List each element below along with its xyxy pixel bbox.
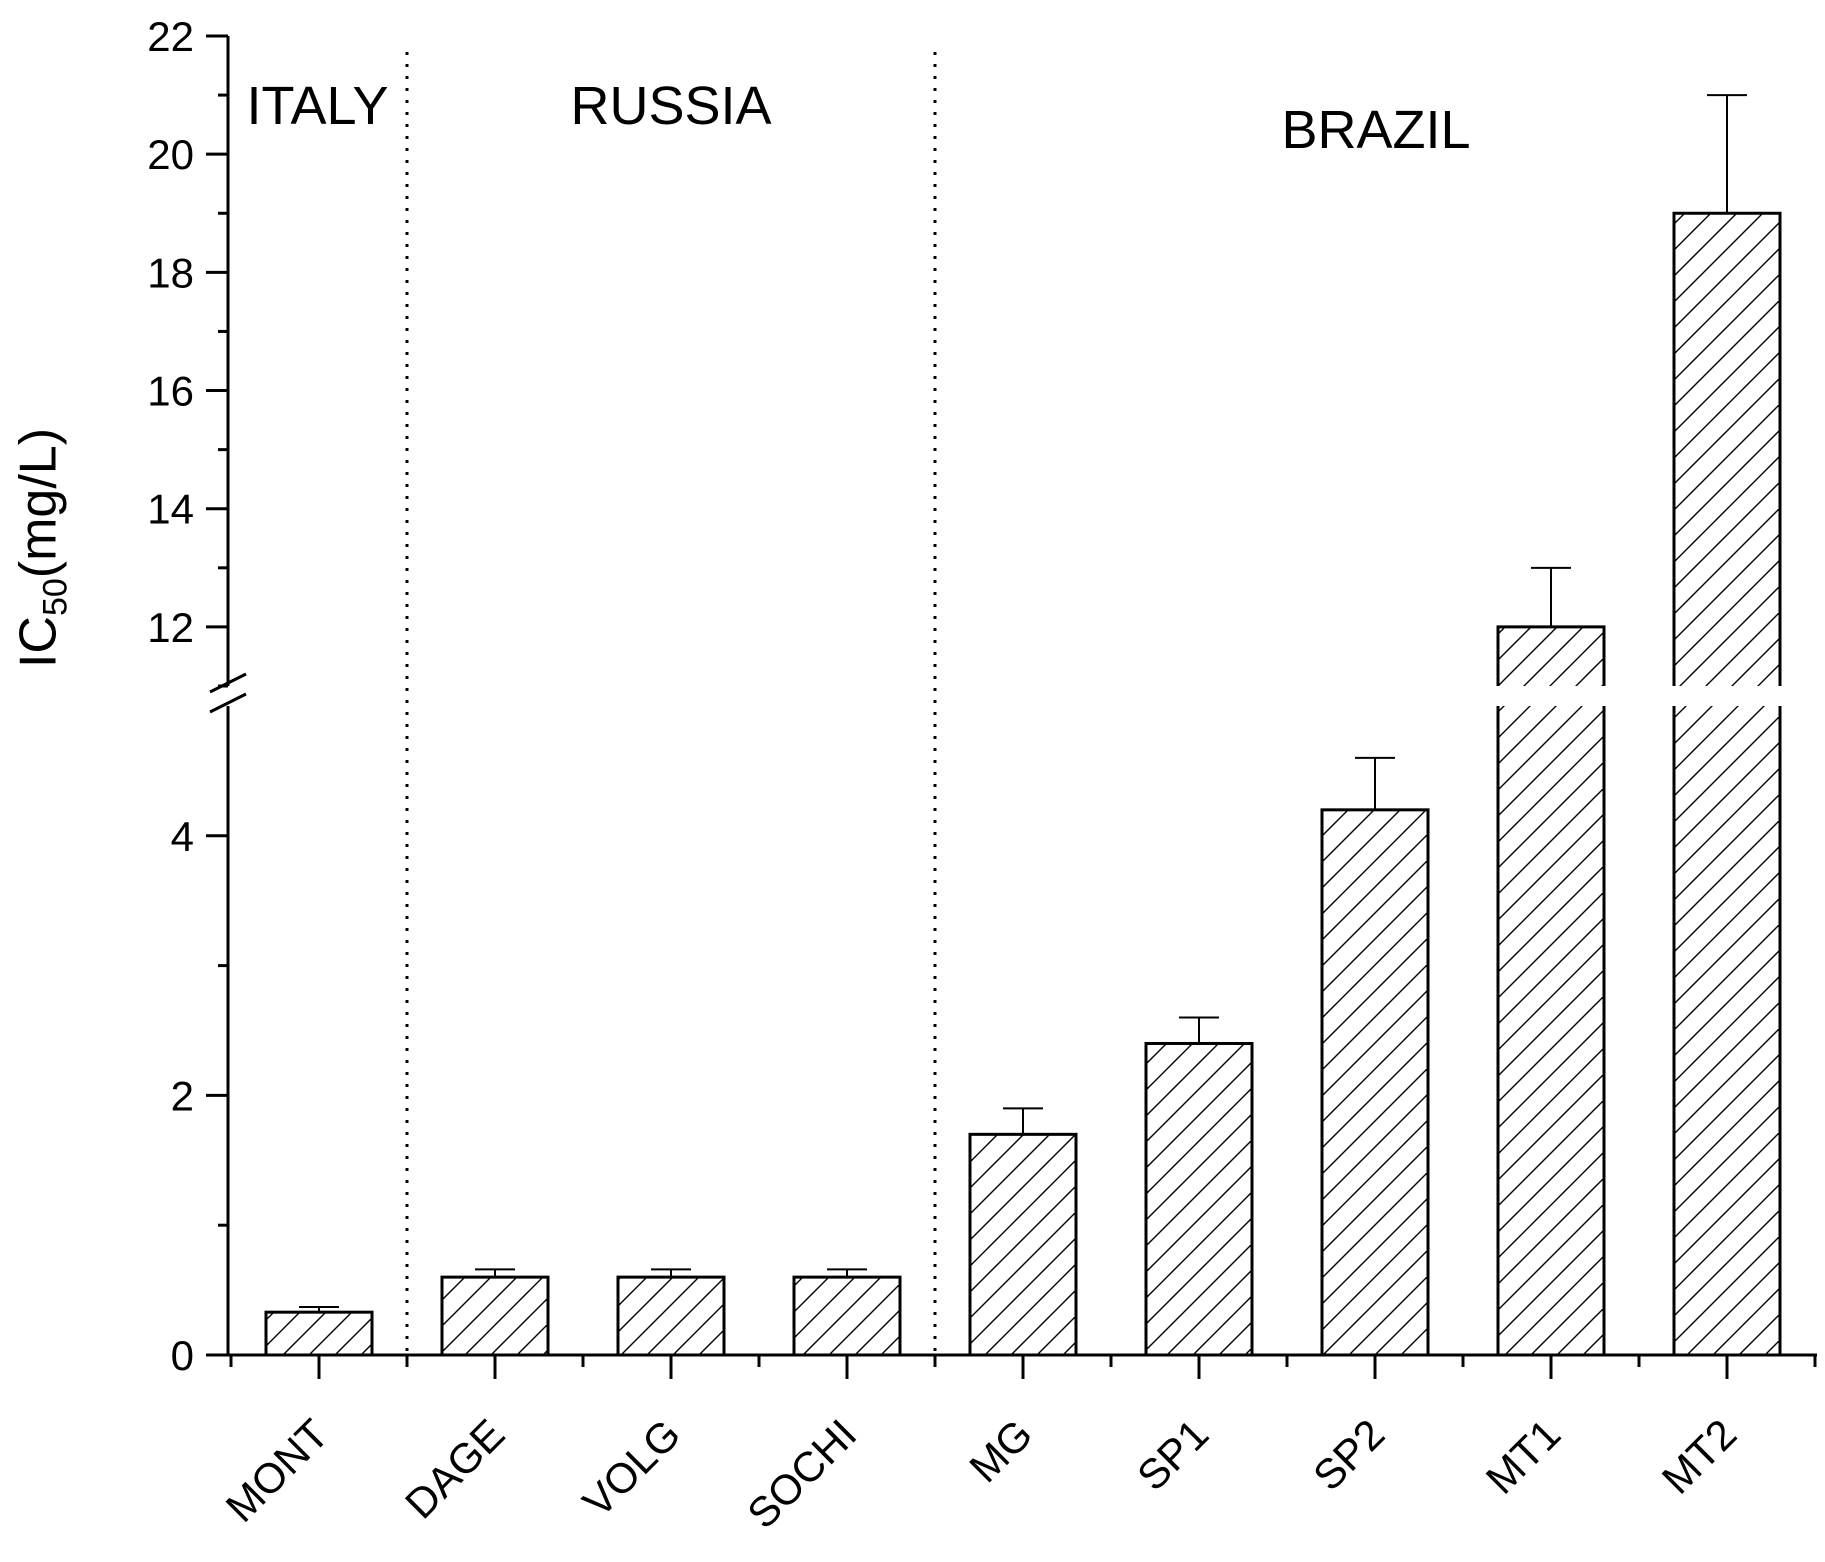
y-tick-label: 4 xyxy=(171,813,194,860)
y-axis-label: IC50(mg/L) xyxy=(8,428,75,668)
bar-sochi xyxy=(794,1277,900,1355)
y-tick-label: 22 xyxy=(147,13,194,60)
y-tick-label: 16 xyxy=(147,368,194,415)
error-bar-mont xyxy=(299,1305,339,1313)
y-tick-label: 12 xyxy=(147,604,194,651)
axis-break-mark xyxy=(209,672,247,714)
y-tick-label: 2 xyxy=(171,1072,194,1119)
group-dividers xyxy=(405,52,937,1355)
error-bar-mg xyxy=(1003,1107,1043,1135)
x-tick-label-volg: VOLG xyxy=(574,1410,690,1526)
bar-dage xyxy=(442,1277,548,1355)
x-tick-label-mg: MG xyxy=(960,1410,1041,1491)
bar-mt2-lower xyxy=(1674,706,1780,1355)
error-bar-mt1 xyxy=(1531,566,1571,627)
bars xyxy=(264,211,1782,1357)
error-bars xyxy=(299,94,1747,1313)
bar-mont xyxy=(266,1312,372,1355)
x-tick-label-dage: DAGE xyxy=(396,1410,513,1527)
axes xyxy=(206,34,1817,1379)
x-tick-label-mont: MONT xyxy=(217,1410,338,1531)
bar-mg xyxy=(970,1134,1076,1355)
y-axis-label-unit: (mg/L) xyxy=(9,427,68,579)
x-tick-label-sp1: SP1 xyxy=(1128,1410,1217,1499)
x-tick-label-sp2: SP2 xyxy=(1304,1410,1393,1499)
x-tick-label-mt2: MT2 xyxy=(1653,1410,1746,1503)
group-label-italy: ITALY xyxy=(246,76,388,136)
bar-sp1 xyxy=(1146,1043,1252,1355)
bar-sp2 xyxy=(1322,809,1428,1355)
y-tick-label: 14 xyxy=(147,486,194,533)
error-bar-volg xyxy=(651,1268,691,1278)
group-label-brazil: BRAZIL xyxy=(1281,100,1470,160)
y-tick-label: 20 xyxy=(147,131,194,178)
x-tick-label-sochi: SOCHI xyxy=(738,1410,865,1537)
x-tick-label-mt1: MT1 xyxy=(1477,1410,1570,1503)
y-tick-label: 0 xyxy=(171,1332,194,1379)
bar-mt2-upper xyxy=(1674,213,1780,687)
y-axis-label-subscript: 50 xyxy=(36,578,75,617)
bar-mt2-outline xyxy=(1672,211,1782,1355)
y-tick-label: 18 xyxy=(147,249,194,296)
bar-volg xyxy=(618,1277,724,1355)
bar-mt1-lower xyxy=(1498,706,1604,1355)
group-label-russia: RUSSIA xyxy=(570,76,771,136)
error-bar-sochi xyxy=(827,1268,867,1278)
y-axis-label-main: IC xyxy=(9,616,68,669)
error-bar-mt2 xyxy=(1707,94,1747,214)
error-bar-dage xyxy=(475,1268,515,1278)
error-bar-sp2 xyxy=(1355,756,1395,810)
bar-mt1-upper xyxy=(1498,626,1604,686)
error-bar-sp1 xyxy=(1179,1016,1219,1044)
